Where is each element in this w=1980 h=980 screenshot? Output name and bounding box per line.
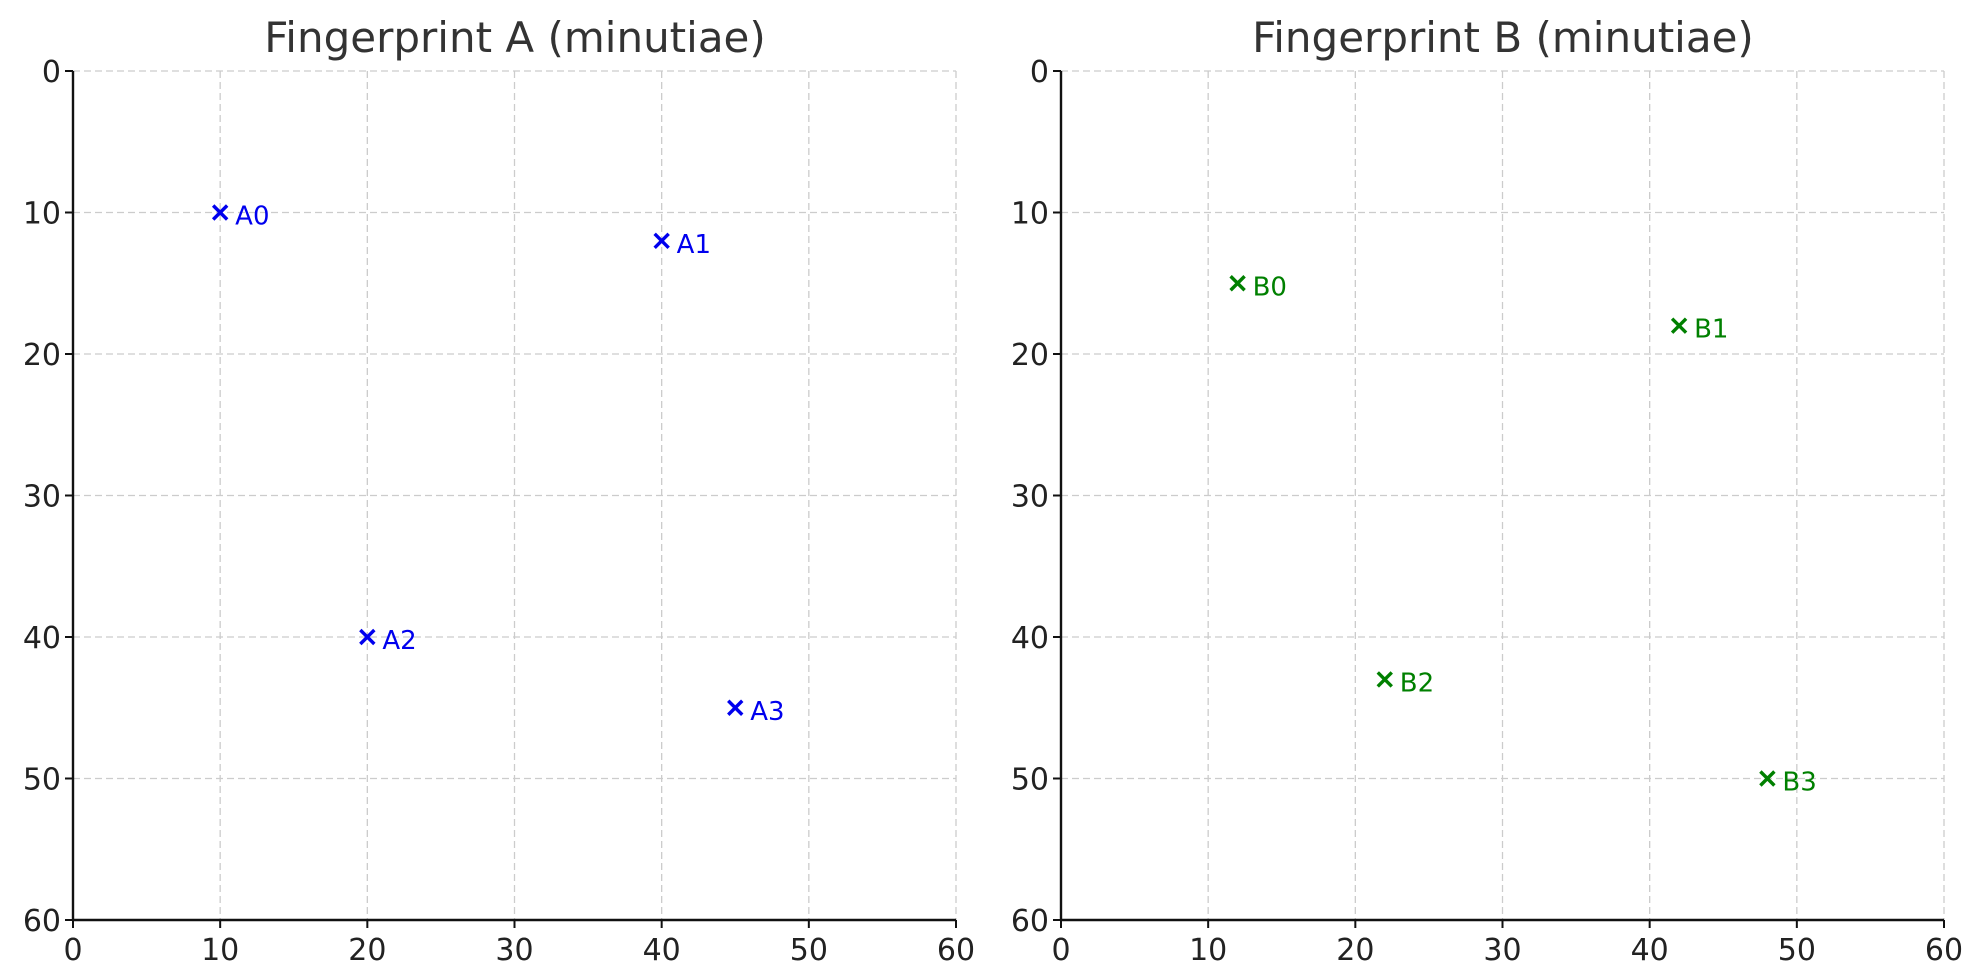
x-tick-label: 10	[1189, 933, 1227, 968]
x-tick-label: 0	[1051, 933, 1070, 968]
y-tick-label: 10	[1011, 197, 1049, 232]
points: B0 B1 B2 B3	[1229, 272, 1817, 798]
points: A0 A1 A2 A3	[211, 202, 785, 727]
y-tick-label: 30	[1011, 480, 1049, 515]
y-tick-label: 60	[23, 904, 61, 939]
x-tick-label: 50	[790, 933, 828, 968]
y-tick-label: 10	[23, 197, 61, 232]
chart-title: Fingerprint A (minutiae)	[264, 13, 766, 62]
x-marker	[1229, 275, 1246, 292]
data-point-a3: A3	[727, 697, 785, 727]
x-tick-label: 20	[1336, 933, 1374, 968]
point-label: B1	[1694, 315, 1728, 345]
y-tick-label: 50	[1011, 763, 1049, 798]
data-point-a0: A0	[211, 202, 269, 232]
grid	[1061, 70, 1945, 920]
x-tick-label: 40	[643, 933, 681, 968]
x-tick-label: 20	[348, 933, 386, 968]
x-marker	[359, 628, 376, 646]
chart-panel-fingerprint-a: Fingerprint A (minutiae) 0 10 20 30 40 50 6001…	[23, 13, 975, 968]
x-tick-label: 30	[1483, 933, 1521, 968]
x-tick-label: 50	[1778, 933, 1816, 968]
grid	[73, 70, 957, 920]
x-marker	[727, 699, 744, 716]
x-marker	[653, 232, 670, 250]
y-tick-label: 30	[23, 480, 61, 515]
y-tick-label: 20	[1011, 338, 1049, 373]
y-tick-label: 20	[23, 338, 61, 373]
y-tick-label: 0	[1030, 55, 1049, 90]
data-point-b2: B2	[1376, 668, 1434, 698]
x-marker	[1670, 317, 1688, 334]
point-label: A0	[235, 202, 269, 232]
point-label: B0	[1253, 272, 1287, 302]
point-label: A2	[382, 626, 416, 656]
x-tick-label: 60	[937, 933, 975, 968]
point-label: B3	[1782, 768, 1816, 798]
x-marker	[211, 204, 229, 221]
y-tick-label: 40	[1011, 621, 1049, 656]
y-tick-label: 50	[23, 763, 61, 798]
x-tick-label: 30	[495, 933, 533, 968]
point-label: A1	[677, 230, 711, 260]
x-marker	[1376, 671, 1393, 688]
y-tick-label: 40	[23, 621, 61, 656]
x-marker	[1759, 770, 1776, 787]
data-point-b0: B0	[1229, 272, 1287, 302]
x-tick-label: 40	[1631, 933, 1669, 968]
chart-panel-fingerprint-b: Fingerprint B (minutiae) 0 10 20 30 40 50 6001…	[1011, 13, 1963, 968]
x-tick-label: 0	[63, 933, 82, 968]
data-point-b1: B1	[1670, 315, 1728, 345]
data-point-a1: A1	[653, 230, 711, 260]
point-label: A3	[750, 697, 784, 727]
y-tick-label: 60	[1011, 904, 1049, 939]
y-tick-label: 0	[42, 55, 61, 90]
x-tick-label: 10	[201, 933, 239, 968]
data-point-b3: B3	[1759, 768, 1817, 798]
point-label: B2	[1400, 668, 1434, 698]
data-point-a2: A2	[359, 626, 417, 656]
x-tick-label: 60	[1925, 933, 1963, 968]
chart-title: Fingerprint B (minutiae)	[1252, 13, 1754, 62]
